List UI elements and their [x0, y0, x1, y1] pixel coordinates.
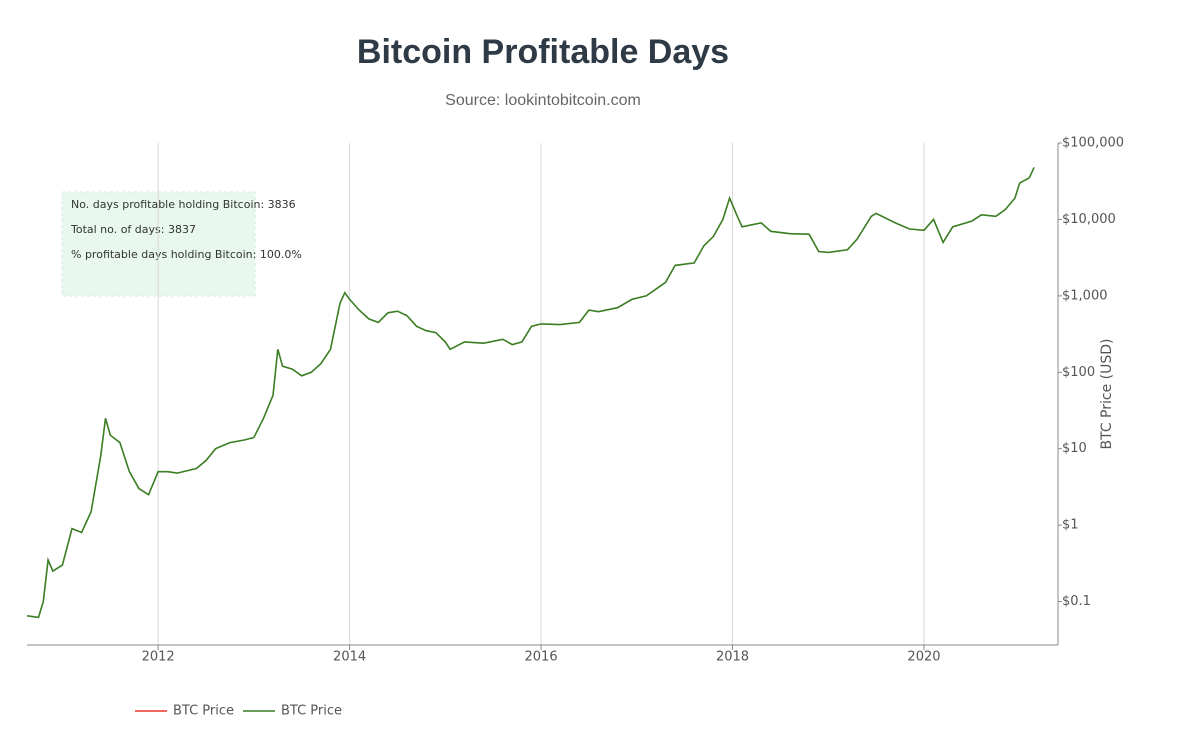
series-line — [26, 167, 1035, 619]
x-tick-label: 2020 — [907, 650, 940, 665]
y-axis-title: BTC Price (USD) — [1099, 338, 1115, 449]
y-tick-label: $1,000 — [1062, 288, 1108, 303]
legend-label: BTC Price — [173, 704, 234, 719]
x-tick-label: 2016 — [525, 650, 558, 665]
x-tick-label: 2012 — [142, 650, 175, 665]
y-tick-label: $100 — [1062, 365, 1095, 380]
y-tick-label: $100,000 — [1062, 136, 1124, 151]
y-tick-label: $10 — [1062, 441, 1087, 456]
annotation: Total no. of days: 3837 — [70, 223, 196, 236]
chart-subtitle: Source: lookintobitcoin.com — [445, 92, 641, 109]
y-tick-label: $10,000 — [1062, 212, 1116, 227]
x-tick-label: 2018 — [716, 650, 749, 665]
y-tick-label: $1 — [1062, 518, 1079, 533]
annotation: % profitable days holding Bitcoin: 100.0… — [71, 248, 302, 261]
annotation: No. days profitable holding Bitcoin: 383… — [71, 198, 296, 211]
chart-title: Bitcoin Profitable Days — [357, 33, 729, 71]
y-tick-label: $0.1 — [1062, 594, 1091, 609]
x-tick-label: 2014 — [333, 650, 366, 665]
legend-label: BTC Price — [281, 704, 342, 719]
